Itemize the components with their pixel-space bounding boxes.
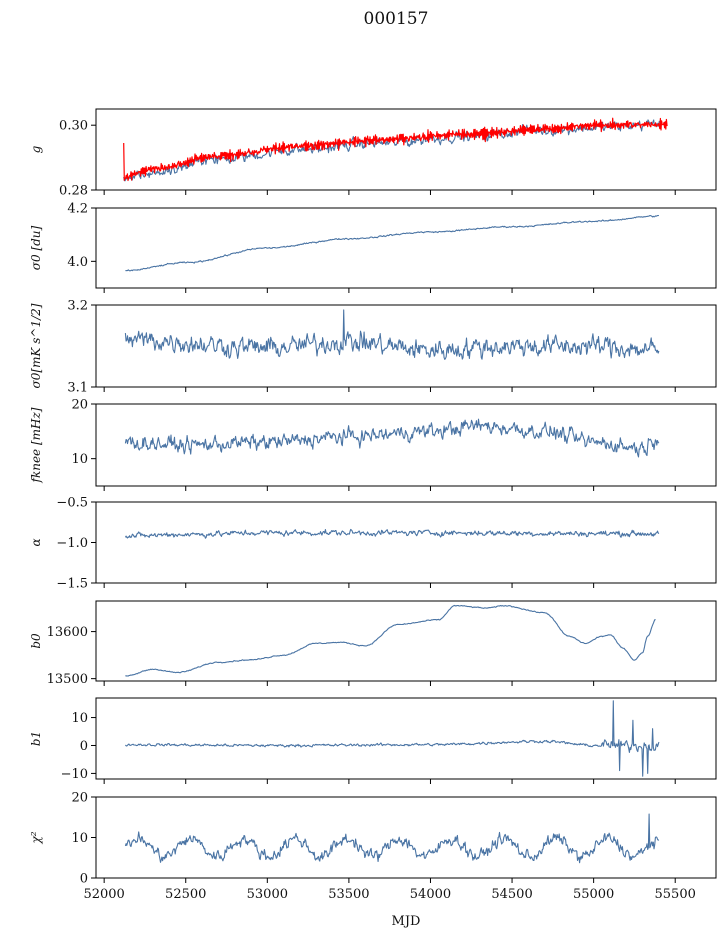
- y-tick-label: 13500: [47, 672, 88, 687]
- axes-frame: [95, 501, 717, 584]
- x-tick-label: 54500: [491, 887, 532, 902]
- y-axis-label: b0: [29, 633, 43, 649]
- series-line-1: [124, 700, 660, 777]
- axes-frame: [95, 403, 717, 487]
- series-line-1: [125, 214, 660, 272]
- x-tick-label: 52000: [83, 887, 124, 902]
- panel-6: 13500 13600 b0: [29, 600, 717, 687]
- y-tick-label: 10: [71, 711, 88, 726]
- y-axis-label: fknee [mHz]: [29, 407, 43, 483]
- y-tick-label: 13600: [47, 625, 88, 640]
- x-tick-label: 54000: [410, 887, 451, 902]
- y-tick-label: −0.5: [56, 496, 88, 511]
- y-tick-label: 0.30: [59, 119, 88, 134]
- panel-7: −10 0 10 b1: [29, 697, 717, 784]
- series-line-1: [124, 813, 660, 864]
- y-tick-label: 4.0: [67, 255, 88, 270]
- series-line-2: [123, 117, 668, 182]
- y-axis-label: α: [29, 538, 43, 546]
- panel-3: 3.1 3.2 σ0[mK s^1/2]: [29, 299, 717, 396]
- axes-frame: [95, 207, 717, 289]
- y-axis-label: g: [29, 145, 43, 153]
- panel-5: −1.5 −1.0 −0.5 α: [29, 496, 717, 592]
- panel-1: 0.28 0.30 g: [29, 108, 717, 199]
- x-tick-label: 55000: [573, 887, 614, 902]
- axes-frame: [95, 697, 717, 780]
- y-tick-label: 0: [80, 872, 88, 887]
- panels: 0.28 0.30 g 4.0 4.2 σ0 [du] 3.1 3.2 σ0[mK s^1/2]…: [29, 108, 717, 902]
- y-axis-label: σ0 [du]: [29, 225, 43, 270]
- series-line-1: [125, 604, 656, 677]
- y-tick-label: 3.2: [67, 299, 88, 314]
- y-tick-label: 10: [71, 831, 88, 846]
- y-tick-label: 20: [71, 398, 88, 413]
- panel-2: 4.0 4.2 σ0 [du]: [29, 202, 717, 293]
- x-tick-label: 52500: [165, 887, 206, 902]
- y-axis-label: χ²: [29, 831, 43, 844]
- x-axis-label: MJD: [392, 914, 421, 929]
- series-line-1: [124, 528, 660, 539]
- panel-4: 10 20 fknee [mHz]: [29, 398, 717, 491]
- y-tick-label: −1.0: [56, 536, 88, 551]
- axes-frame: [95, 108, 717, 191]
- y-tick-label: 20: [71, 791, 88, 806]
- series-line-1: [124, 309, 660, 360]
- y-axis-label: b1: [29, 731, 43, 746]
- y-tick-label: −10: [61, 767, 88, 782]
- series-line-1: [124, 418, 660, 458]
- y-tick-label: 0: [80, 739, 88, 754]
- y-tick-label: 10: [71, 452, 88, 467]
- y-tick-label: 4.2: [67, 202, 88, 217]
- y-tick-label: 0.28: [59, 184, 88, 199]
- figure-title: 000157: [364, 9, 429, 29]
- x-tick-label: 55500: [655, 887, 696, 902]
- panel-8: 0 10 20 52000 52500 53000 53500 54000 54500 55000…: [29, 791, 717, 902]
- x-tick-label: 53000: [247, 887, 288, 902]
- x-tick-label: 53500: [328, 887, 369, 902]
- axes-frame: [95, 600, 717, 682]
- y-tick-label: 3.1: [67, 381, 88, 396]
- axes-frame: [95, 304, 717, 388]
- y-tick-label: −1.5: [56, 577, 88, 592]
- y-axis-label: σ0[mK s^1/2]: [29, 303, 43, 388]
